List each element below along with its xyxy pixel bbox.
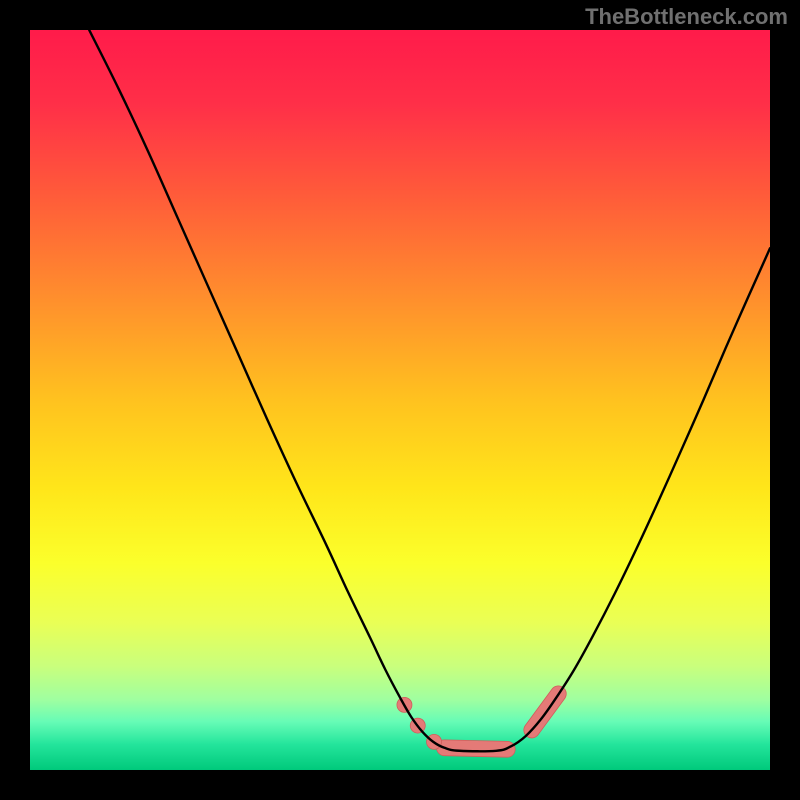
- attribution-label: TheBottleneck.com: [585, 4, 788, 30]
- plot-frame: [30, 30, 770, 770]
- chart-root: TheBottleneck.com: [0, 0, 800, 800]
- gradient-background: [30, 30, 770, 770]
